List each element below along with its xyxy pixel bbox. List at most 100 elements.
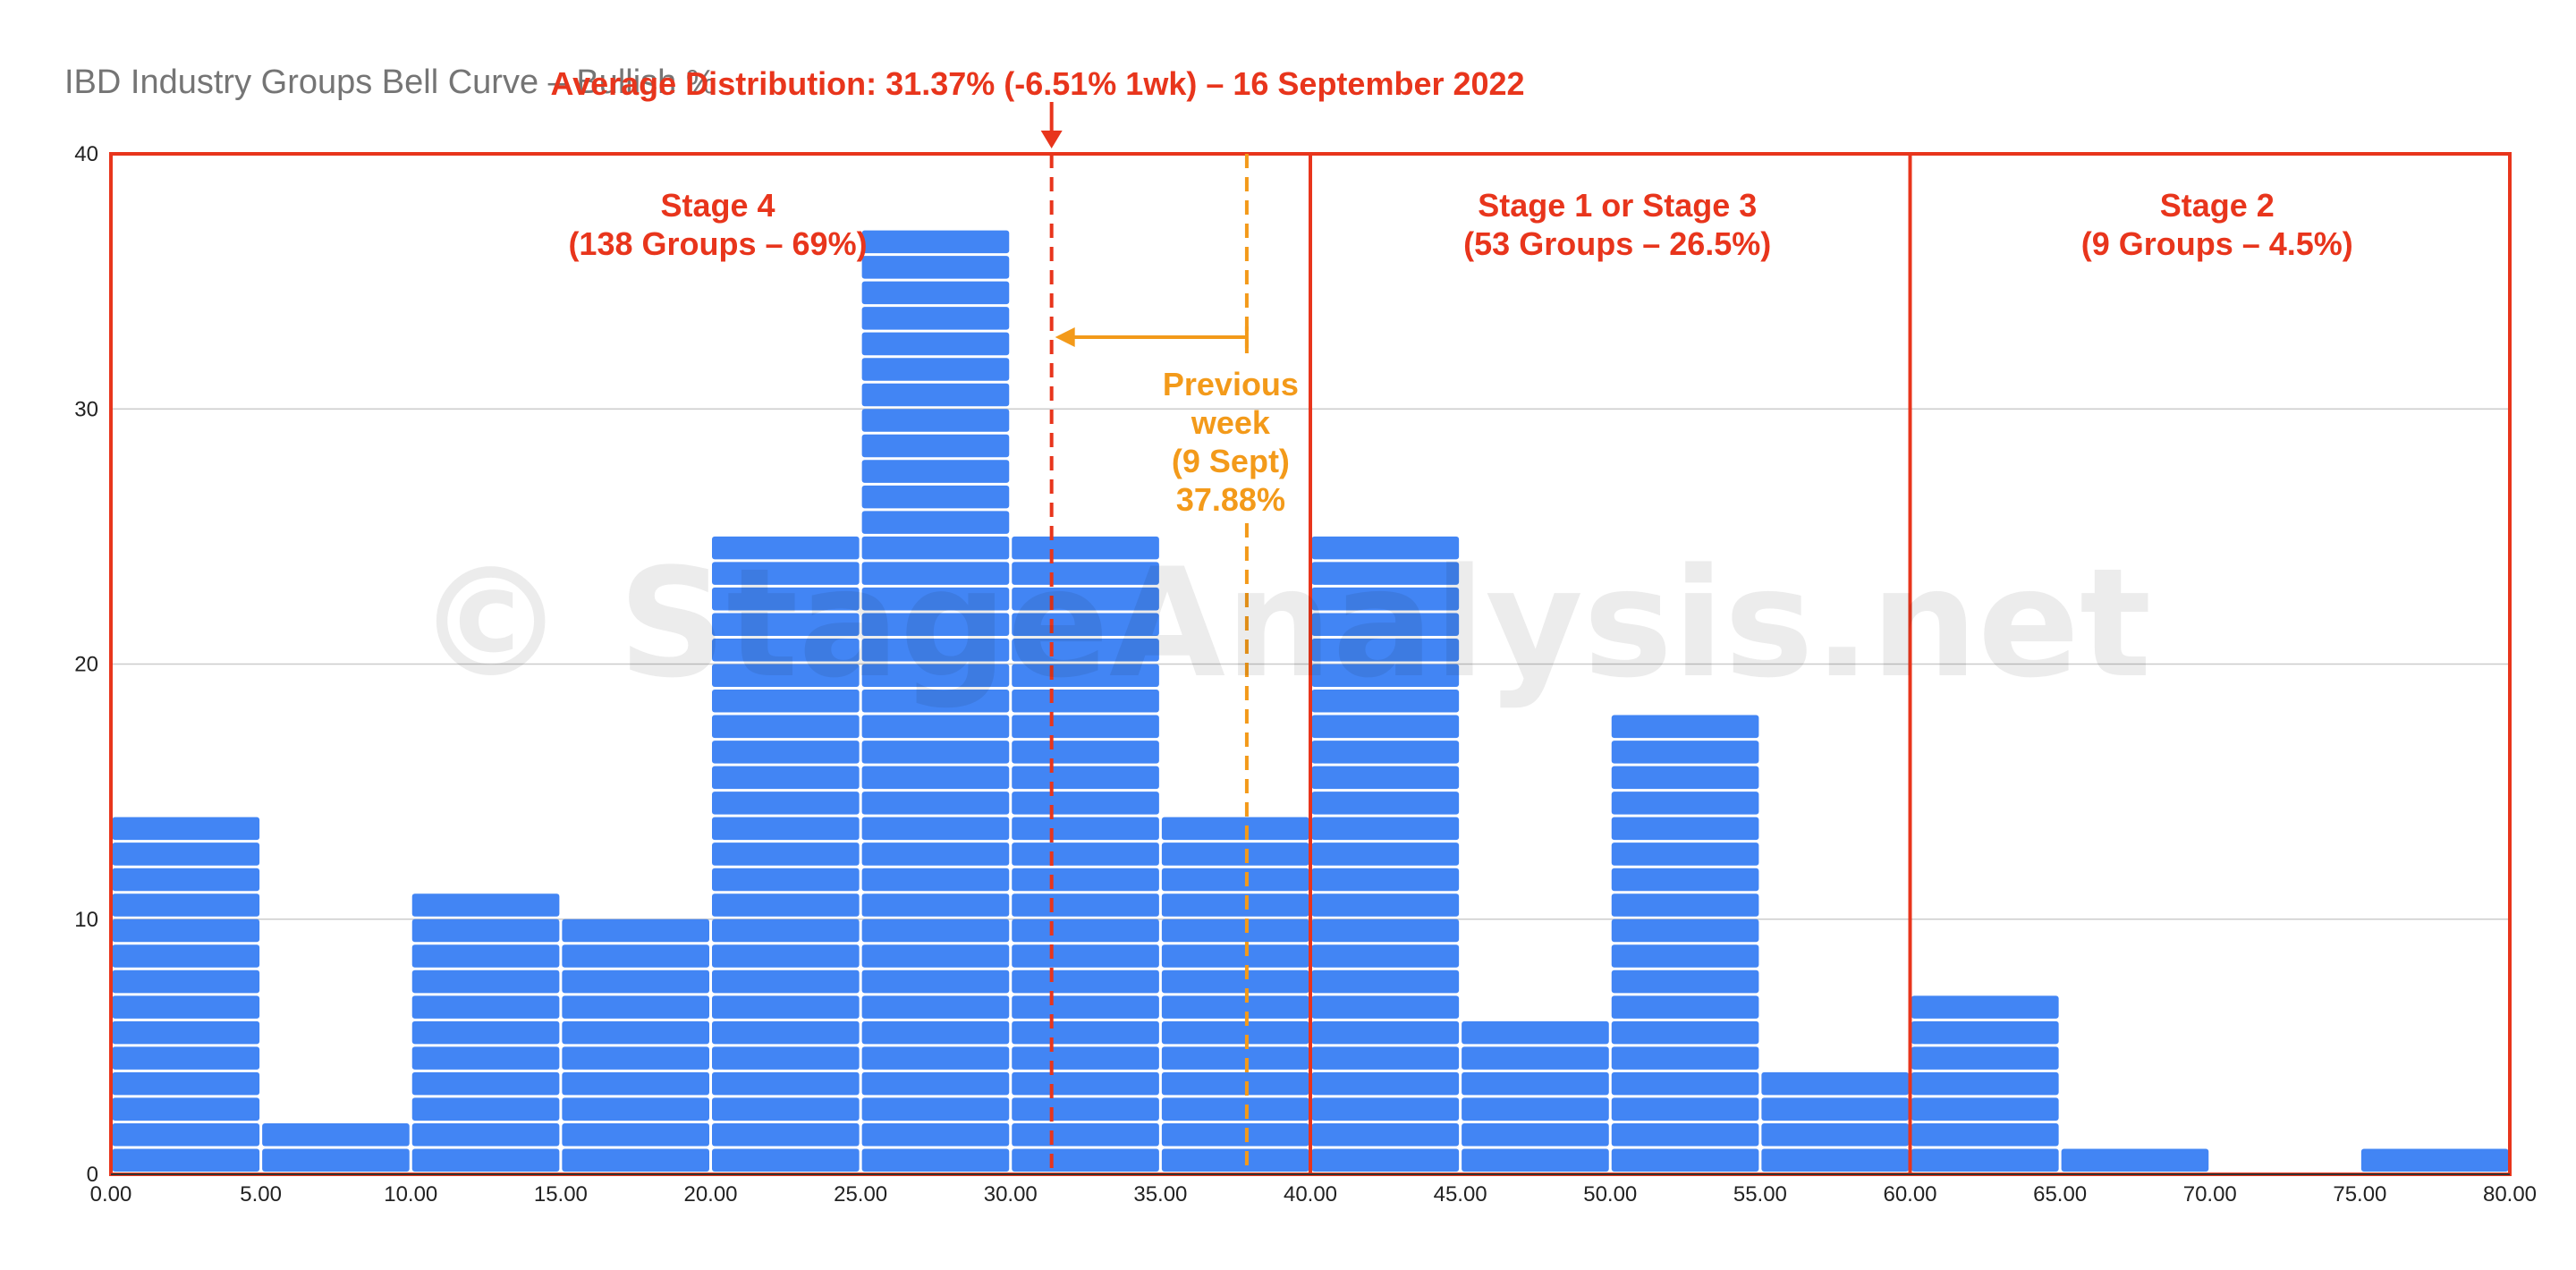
bar-unit-block xyxy=(2061,1148,2209,1172)
bar-unit-block xyxy=(1311,638,1460,662)
bar-unit-block xyxy=(411,1046,560,1070)
x-tick-label: 25.00 xyxy=(834,1182,887,1206)
bar-unit-block xyxy=(861,1046,1010,1070)
bar-unit-block xyxy=(861,741,1010,764)
bar-unit-block xyxy=(1161,893,1309,917)
histogram-bar xyxy=(1911,995,2059,1172)
bar-unit-block xyxy=(861,332,1010,356)
bar-unit-block xyxy=(712,741,860,764)
x-tick-label: 20.00 xyxy=(683,1182,737,1206)
bar-unit-block xyxy=(1311,919,1460,943)
bar-unit-block xyxy=(1161,1148,1309,1172)
bar-unit-block xyxy=(1012,536,1159,560)
bar-unit-block xyxy=(1161,944,1309,968)
bar-unit-block xyxy=(1012,817,1159,841)
bar-unit-block xyxy=(112,817,260,841)
bar-unit-block xyxy=(1311,690,1460,713)
x-tick-label: 35.00 xyxy=(1133,1182,1187,1206)
bar-unit-block xyxy=(112,1071,260,1096)
bar-unit-block xyxy=(411,1148,560,1172)
bar-unit-block xyxy=(1462,1020,1609,1045)
bar-unit-block xyxy=(1012,1071,1159,1096)
bar-unit-block xyxy=(1761,1122,1909,1147)
bar-unit-block xyxy=(1611,1122,1759,1147)
bar-unit-block xyxy=(861,969,1010,994)
bar-unit-block xyxy=(262,1122,410,1147)
x-tick-label: 0.00 xyxy=(90,1182,132,1206)
bar-unit-block xyxy=(1161,868,1309,892)
x-tick-label: 5.00 xyxy=(240,1182,282,1206)
bar-unit-block xyxy=(1012,613,1159,636)
bar-unit-block xyxy=(1012,969,1159,994)
bar-unit-block xyxy=(1911,995,2059,1019)
stage-label: Stage 1 or Stage 3 xyxy=(1478,187,1757,224)
bar-unit-block xyxy=(712,893,860,917)
bar-unit-block xyxy=(1311,893,1460,917)
bar-unit-block xyxy=(861,434,1010,458)
bar-unit-block xyxy=(712,842,860,866)
bar-unit-block xyxy=(1761,1071,1909,1096)
histogram-bar xyxy=(1462,1020,1609,1172)
bar-unit-block xyxy=(1911,1148,2059,1172)
bar-unit-block xyxy=(112,868,260,892)
bar-unit-block xyxy=(1911,1071,2059,1096)
bar-unit-block xyxy=(712,1020,860,1045)
bar-unit-block xyxy=(861,893,1010,917)
histogram-bar xyxy=(1311,536,1460,1172)
bar-unit-block xyxy=(1161,1071,1309,1096)
bar-unit-block xyxy=(712,1122,860,1147)
histogram-bar xyxy=(112,817,260,1172)
bar-unit-block xyxy=(861,511,1010,534)
bar-unit-block xyxy=(562,995,709,1019)
bar-unit-block xyxy=(1012,1046,1159,1070)
bar-unit-block xyxy=(1311,1020,1460,1045)
bar-unit-block xyxy=(411,1122,560,1147)
bar-unit-block xyxy=(861,995,1010,1019)
bar-unit-block xyxy=(861,715,1010,739)
bar-unit-block xyxy=(1012,741,1159,764)
bar-unit-block xyxy=(562,1071,709,1096)
bar-unit-block xyxy=(712,613,860,636)
x-tick-label: 15.00 xyxy=(534,1182,588,1206)
stage-label: Stage 2 xyxy=(2160,187,2275,224)
bar-unit-block xyxy=(1012,995,1159,1019)
bar-unit-block xyxy=(1311,715,1460,739)
bar-unit-block xyxy=(861,485,1010,509)
y-tick-label: 40 xyxy=(74,142,98,166)
bar-unit-block xyxy=(861,944,1010,968)
bar-unit-block xyxy=(1311,664,1460,688)
bar-unit-block xyxy=(861,690,1010,713)
bar-unit-block xyxy=(861,638,1010,662)
shift-arrow-head xyxy=(1055,327,1075,347)
bar-unit-block xyxy=(861,587,1010,611)
x-tick-label: 45.00 xyxy=(1434,1182,1487,1206)
bar-unit-block xyxy=(1311,613,1460,636)
bar-unit-block xyxy=(1611,995,1759,1019)
bar-unit-block xyxy=(712,868,860,892)
bar-unit-block xyxy=(712,1046,860,1070)
bar-unit-block xyxy=(861,664,1010,688)
bar-unit-block xyxy=(1462,1148,1609,1172)
chart-title: IBD Industry Groups Bell Curve – Bullish… xyxy=(64,64,716,101)
bar-unit-block xyxy=(861,1148,1010,1172)
bar-unit-block xyxy=(1611,842,1759,866)
bar-unit-block xyxy=(1761,1097,1909,1121)
bar-unit-block xyxy=(861,919,1010,943)
bar-unit-block xyxy=(712,715,860,739)
previous-week-label: (9 Sept) xyxy=(1172,443,1290,479)
bar-unit-block xyxy=(112,969,260,994)
bar-unit-block xyxy=(1012,587,1159,611)
bar-unit-block xyxy=(1161,817,1309,841)
bar-unit-block xyxy=(112,995,260,1019)
bar-unit-block xyxy=(861,409,1010,432)
bar-unit-block xyxy=(112,1097,260,1121)
x-tick-label: 55.00 xyxy=(1733,1182,1787,1206)
histogram-bar xyxy=(1611,715,1759,1172)
bar-unit-block xyxy=(1611,792,1759,815)
bar-unit-block xyxy=(1611,1020,1759,1045)
bar-unit-block xyxy=(1911,1046,2059,1070)
bar-unit-block xyxy=(712,1097,860,1121)
bar-unit-block xyxy=(712,969,860,994)
bar-unit-block xyxy=(861,230,1010,254)
bar-unit-block xyxy=(712,1071,860,1096)
